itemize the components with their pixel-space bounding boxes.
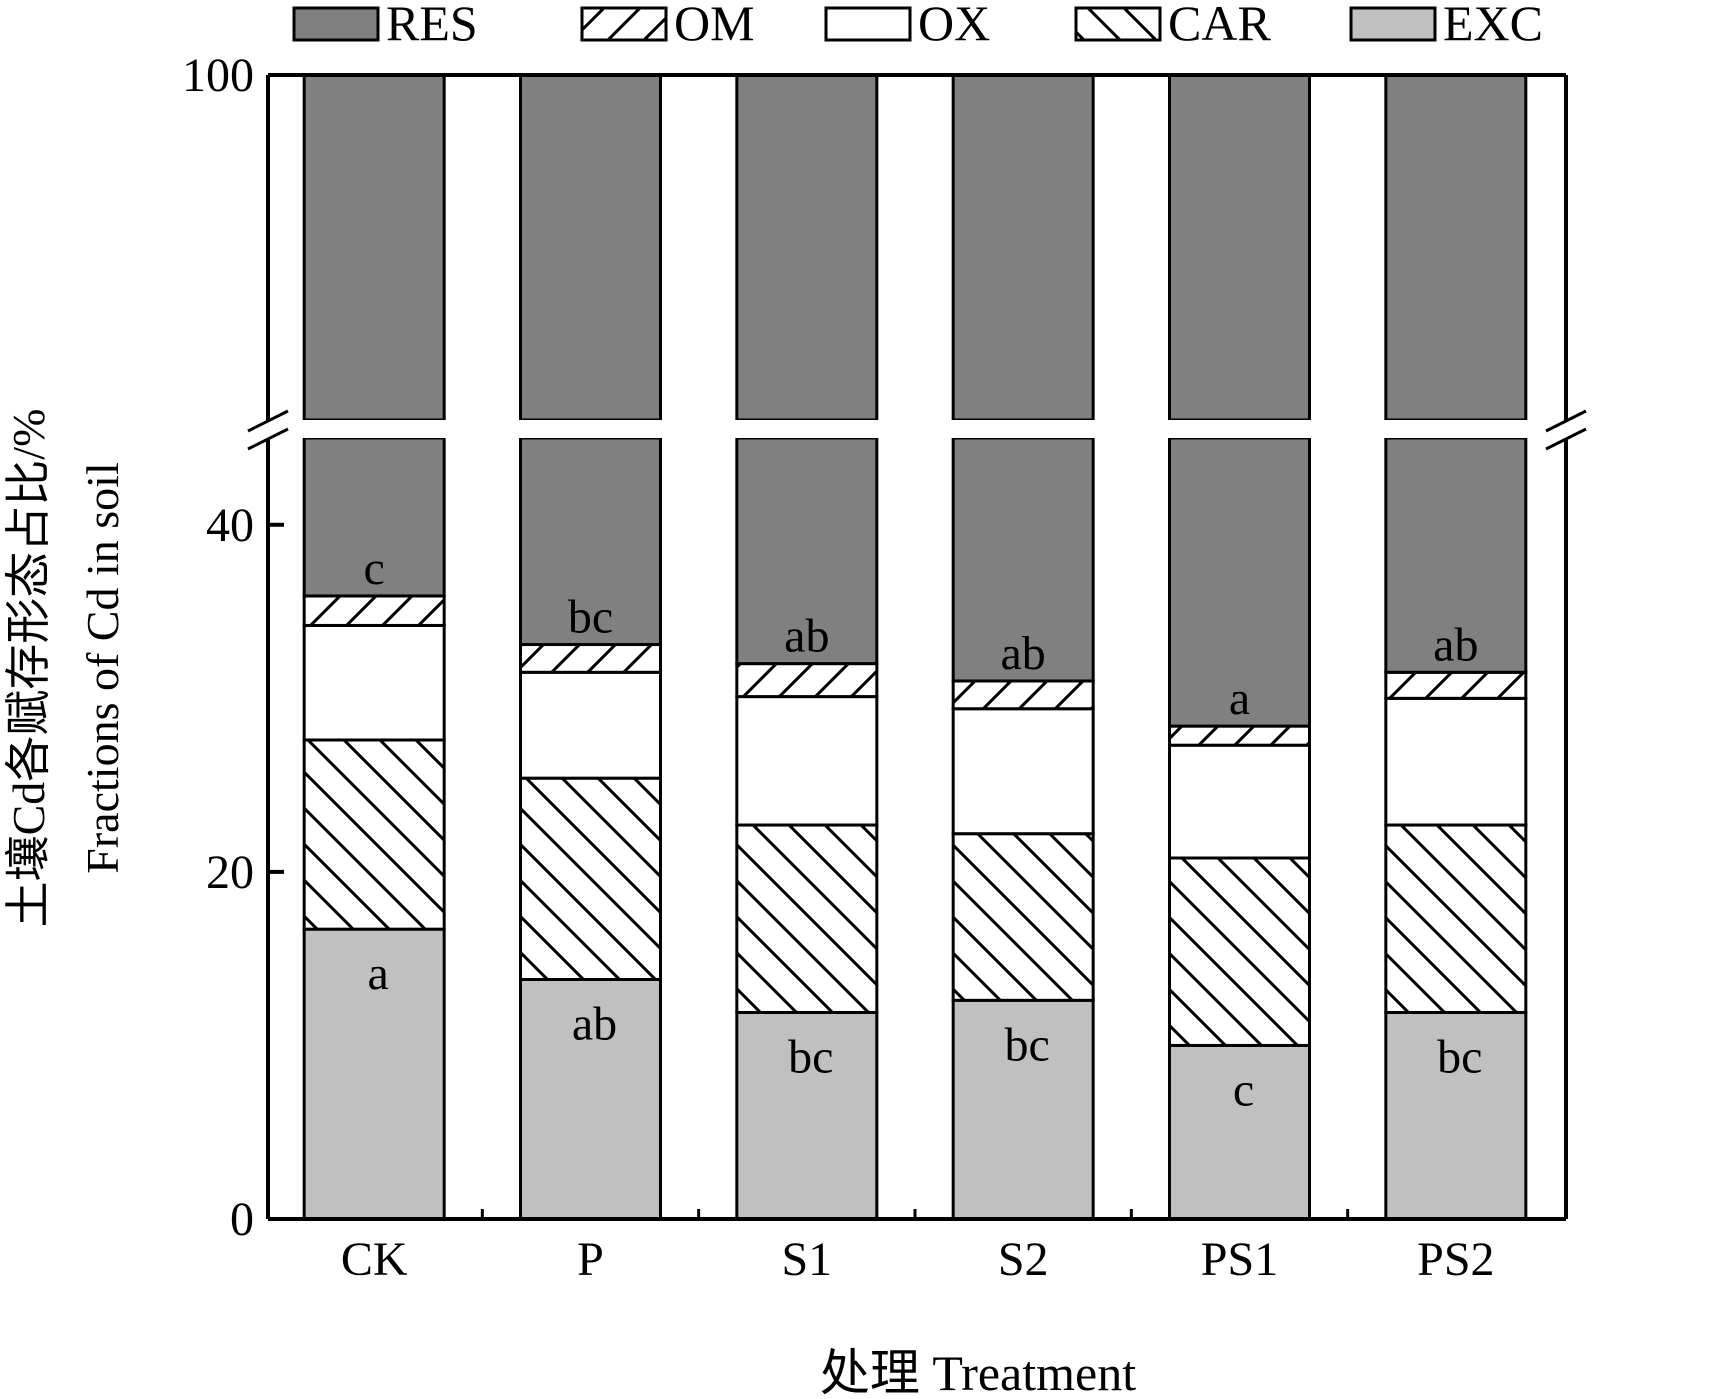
right-axis-break-mark bbox=[1545, 409, 1587, 433]
bar-segment-ox bbox=[519, 670, 662, 780]
x-tick-label: PS1 bbox=[1201, 1233, 1278, 1286]
legend-label-car: CAR bbox=[1168, 0, 1271, 51]
bar-segment-res-lower bbox=[951, 436, 1095, 683]
significance-letter-om: a bbox=[1229, 672, 1250, 725]
right-axis-break-mark bbox=[1545, 427, 1587, 451]
legend: RES OM OX CAR EXC bbox=[292, 0, 1543, 51]
significance-letter-om: c bbox=[364, 542, 385, 595]
legend-swatch-om bbox=[580, 6, 668, 42]
legend-label-ox: OX bbox=[918, 0, 990, 51]
bar-segment-ox bbox=[302, 623, 446, 742]
bar-segment-om bbox=[951, 679, 1095, 711]
significance-letter-exc: ab bbox=[572, 997, 617, 1050]
significance-letter-exc: bc bbox=[1005, 1018, 1050, 1071]
significance-letter-om: bc bbox=[568, 591, 613, 644]
axis-break-gap bbox=[1167, 420, 1312, 438]
legend-swatch-car bbox=[1074, 6, 1162, 42]
y-tick-label: 20 bbox=[206, 846, 254, 899]
legend-label-exc: EXC bbox=[1443, 0, 1543, 51]
significance-letter-exc: bc bbox=[1437, 1030, 1482, 1083]
bar-segment-ox bbox=[951, 707, 1095, 836]
bar-segment-res-lower bbox=[1168, 436, 1311, 728]
bar-segment-car bbox=[1168, 856, 1311, 1047]
legend-label-res: RES bbox=[386, 0, 478, 51]
y-axis-title: 土壤Cd各赋存形态占比/% Fractions of Cd in soil bbox=[3, 409, 128, 928]
significance-letter-exc: bc bbox=[788, 1030, 833, 1083]
x-axis-title: 处理 Treatment bbox=[820, 1345, 1136, 1399]
significance-letter-exc: a bbox=[368, 947, 389, 1000]
bar-segment-car bbox=[951, 832, 1095, 1002]
bar-segment-res-lower bbox=[519, 436, 662, 647]
bar-segment-om bbox=[1168, 724, 1311, 747]
axis-break-gap bbox=[302, 420, 447, 438]
y-tick-label: 0 bbox=[230, 1193, 254, 1246]
bar-segment-res-upper bbox=[302, 73, 446, 422]
axis-break-gap bbox=[734, 420, 879, 438]
bar-segment-car bbox=[302, 738, 446, 931]
bar-segment-res-upper bbox=[1384, 73, 1528, 422]
bar-segment-car bbox=[1384, 823, 1528, 1014]
bar-segment-res-lower bbox=[302, 436, 446, 598]
legend-swatch-ox bbox=[824, 6, 912, 42]
bar-segment-res-upper bbox=[1168, 73, 1311, 422]
y-tick-label: 100 bbox=[182, 49, 254, 102]
axis-break-gap bbox=[1383, 420, 1528, 438]
y-axis-title-chinese: 土壤Cd各赋存形态占比/% bbox=[3, 409, 54, 928]
x-tick-label: S2 bbox=[998, 1233, 1049, 1286]
y-axis-break-mark bbox=[247, 409, 289, 433]
x-tick-label: S1 bbox=[781, 1233, 832, 1286]
y-axis-break-mark bbox=[247, 427, 289, 451]
bar-segment-res-upper bbox=[951, 73, 1095, 422]
bar-segment-res-upper bbox=[735, 73, 879, 422]
bar-segment-car bbox=[735, 823, 879, 1014]
bar-segment-exc bbox=[302, 927, 446, 1221]
x-tick-label: P bbox=[577, 1233, 604, 1286]
bar-segment-om bbox=[1384, 670, 1528, 700]
legend-label-om: OM bbox=[674, 0, 755, 51]
significance-letter-om: ab bbox=[1433, 618, 1478, 671]
x-tick-label: CK bbox=[341, 1233, 408, 1286]
legend-swatch-exc bbox=[1349, 6, 1437, 42]
bar-segment-om bbox=[519, 643, 662, 674]
bar-segment-ox bbox=[735, 695, 879, 827]
axis-break-gap bbox=[518, 420, 663, 438]
bar-segment-res-lower bbox=[735, 436, 879, 666]
bar-segment-car bbox=[519, 776, 662, 981]
y-axis-title-english: Fractions of Cd in soil bbox=[77, 462, 128, 873]
bar-segment-om bbox=[735, 662, 879, 699]
axis-break-gap bbox=[951, 420, 1096, 438]
legend-swatch-res bbox=[292, 6, 380, 42]
bar-segment-ox bbox=[1168, 743, 1311, 860]
bar-segment-om bbox=[302, 594, 446, 627]
bar-segment-exc bbox=[1384, 1010, 1528, 1221]
bar-segment-res-lower bbox=[1384, 436, 1528, 674]
x-tick-label: PS2 bbox=[1417, 1233, 1494, 1286]
significance-letter-om: ab bbox=[784, 610, 829, 663]
bar-segment-ox bbox=[1384, 696, 1528, 827]
significance-letter-om: ab bbox=[1001, 627, 1046, 680]
significance-letter-exc: c bbox=[1233, 1063, 1254, 1116]
y-tick-label: 40 bbox=[206, 499, 254, 552]
plot-area: a c CK ab bc Pbc ab S1 bc ab S2 c a PS1 bc ab PS2 0 20 40 10… bbox=[182, 49, 1587, 1286]
bar-segment-res-upper bbox=[519, 73, 662, 422]
